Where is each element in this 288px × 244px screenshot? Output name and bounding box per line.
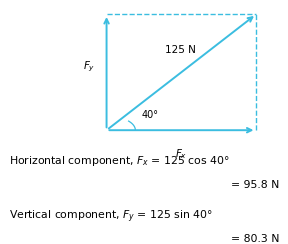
Text: = 80.3 N: = 80.3 N [231,234,279,244]
Text: = 95.8 N: = 95.8 N [231,181,279,191]
Text: $F_y$: $F_y$ [83,59,95,74]
Text: $F_x$: $F_x$ [175,147,187,161]
Text: 125 N: 125 N [165,45,196,55]
Text: Horizontal component, $F_x$ = 125 cos 40°: Horizontal component, $F_x$ = 125 cos 40… [9,154,229,168]
Text: 40°: 40° [141,110,158,120]
Text: Vertical component, $F_y$ = 125 sin 40°: Vertical component, $F_y$ = 125 sin 40° [9,208,213,224]
